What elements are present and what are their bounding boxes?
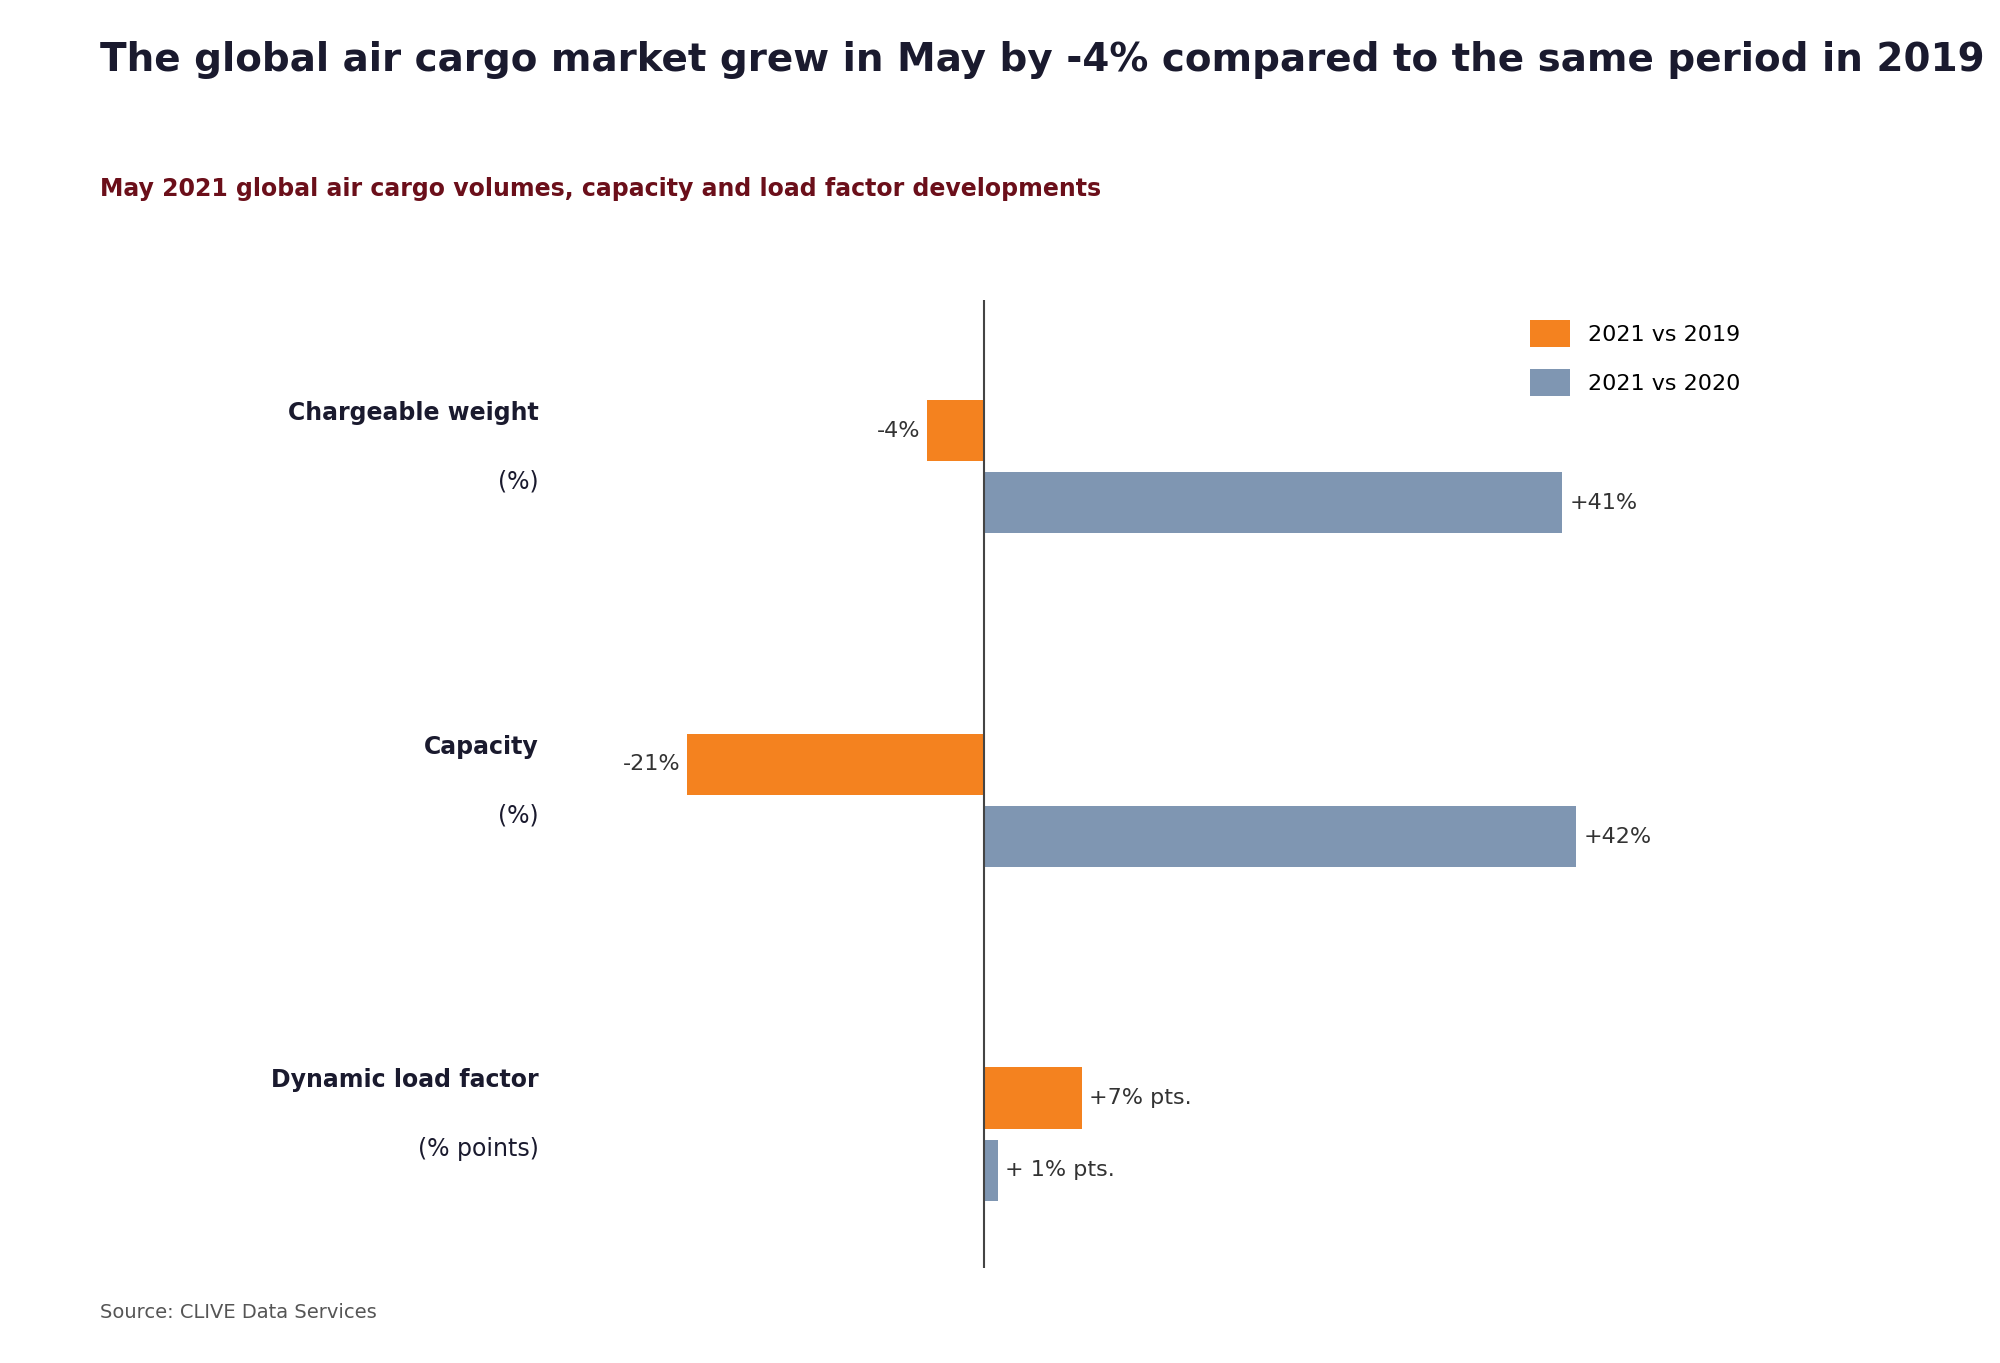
Text: + 1% pts.: + 1% pts. xyxy=(1004,1160,1114,1180)
Bar xyxy=(984,806,1576,867)
Bar xyxy=(984,472,1562,533)
Bar xyxy=(984,1067,1082,1129)
Text: -4%: -4% xyxy=(876,421,920,440)
Text: (%): (%) xyxy=(498,803,538,827)
Text: Source: CLIVE Data Services: Source: CLIVE Data Services xyxy=(100,1303,376,1322)
Text: +7% pts.: +7% pts. xyxy=(1090,1088,1192,1108)
Text: -21%: -21% xyxy=(622,754,680,774)
Text: (%): (%) xyxy=(498,469,538,493)
Text: +42%: +42% xyxy=(1584,826,1652,846)
Text: (% points): (% points) xyxy=(418,1137,538,1161)
Bar xyxy=(984,1139,998,1201)
Text: May 2021 global air cargo volumes, capacity and load factor developments: May 2021 global air cargo volumes, capac… xyxy=(100,177,1102,202)
Text: +41%: +41% xyxy=(1570,493,1638,512)
Text: Dynamic load factor: Dynamic load factor xyxy=(272,1069,538,1092)
Text: Chargeable weight: Chargeable weight xyxy=(288,401,538,425)
Bar xyxy=(928,399,984,461)
Legend: 2021 vs 2019, 2021 vs 2020: 2021 vs 2019, 2021 vs 2020 xyxy=(1520,311,1748,405)
Text: The global air cargo market grew in May by -4% compared to the same period in 20: The global air cargo market grew in May … xyxy=(100,41,1984,79)
Text: Capacity: Capacity xyxy=(424,735,538,759)
Bar xyxy=(688,733,984,795)
